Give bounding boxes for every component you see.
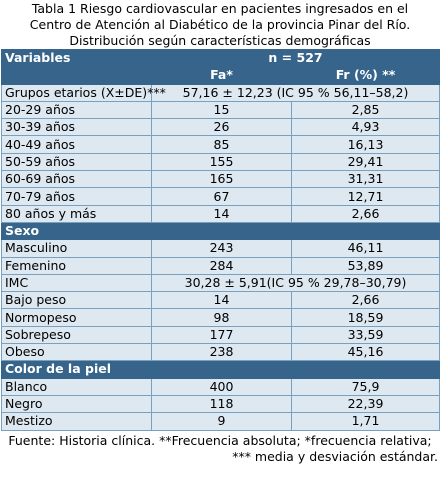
table-row: 20-29 años 15 2,85 <box>1 100 440 120</box>
row-label: Blanco <box>1 377 152 396</box>
row-fa: 9 <box>151 412 292 431</box>
header-blank <box>1 66 152 85</box>
row-fa: 98 <box>151 308 292 327</box>
row-label: Obeso <box>1 343 152 362</box>
row-label: Negro <box>1 394 152 414</box>
row-fr: 53,89 <box>290 256 440 275</box>
row-fr: 22,39 <box>290 394 440 414</box>
table-row: Mestizo 9 1,71 <box>1 412 440 431</box>
header-fa: Fa* <box>151 66 292 85</box>
row-fr: 16,13 <box>290 135 440 154</box>
row-fa: 85 <box>151 135 292 154</box>
table-row: Obeso 238 45,16 <box>1 343 440 362</box>
table-row: 50-59 años 155 29,41 <box>1 152 440 172</box>
row-label: Mestizo <box>1 412 152 431</box>
age-stat: 57,16 ± 12,23 (IC 95 % 56,11–58,2) <box>150 83 440 102</box>
table-footnote: Fuente: Historia clínica. **Frecuencia a… <box>0 433 440 465</box>
row-label: Normopeso <box>1 308 152 327</box>
row-fr: 29,41 <box>290 152 440 172</box>
age-label: Grupos etarios (X±DE)*** <box>1 83 166 102</box>
table-caption: Tabla 1 Riesgo cardiovascular en pacient… <box>0 0 440 49</box>
header-row: Variables n = 527 <box>1 48 440 68</box>
row-fa: 67 <box>151 187 292 206</box>
row-fr: 12,71 <box>290 187 440 206</box>
row-label: Bajo peso <box>1 291 152 310</box>
row-fa: 165 <box>151 170 292 189</box>
footnote-line-1: Fuente: Historia clínica. **Frecuencia a… <box>8 432 432 448</box>
table-row: 40-49 años 85 16,13 <box>1 135 440 154</box>
row-label: 70-79 años <box>1 187 152 206</box>
row-fa: 238 <box>151 343 292 362</box>
row-fa: 14 <box>151 204 292 223</box>
imc-stat-row: IMC 30,28 ± 5,91(IC 95 % 29,78–30,79) <box>1 273 440 293</box>
row-fa: 26 <box>151 118 292 137</box>
row-fr: 2,85 <box>290 100 440 120</box>
row-fr: 2,66 <box>290 204 440 223</box>
table-row: 70-79 años 67 12,71 <box>1 187 440 206</box>
row-label: 20-29 años <box>1 100 152 120</box>
row-fr: 1,71 <box>290 412 440 431</box>
row-label: 80 años y más <box>1 204 152 223</box>
row-fa: 284 <box>151 256 292 275</box>
row-fr: 46,11 <box>290 239 440 258</box>
caption-line-3: Distribución según características demog… <box>69 33 371 48</box>
age-stat-row: Grupos etarios (X±DE)*** 57,16 ± 12,23 (… <box>1 83 440 102</box>
section-sexo: Sexo <box>0 221 440 241</box>
section-color-piel: Color de la piel <box>0 360 440 379</box>
row-fa: 15 <box>151 100 292 120</box>
header-fr: Fr (%) ** <box>290 66 440 85</box>
imc-stat: 30,28 ± 5,91(IC 95 % 29,78–30,79) <box>150 273 440 293</box>
header-variables: Variables <box>1 48 152 68</box>
row-fa: 177 <box>151 325 292 345</box>
row-label: Sobrepeso <box>1 325 152 345</box>
row-fa: 400 <box>151 377 292 396</box>
row-fr: 4,93 <box>290 118 440 137</box>
row-fr: 75,9 <box>290 377 440 396</box>
row-label: 50-59 años <box>1 152 152 172</box>
table-row: Femenino 284 53,89 <box>1 256 440 275</box>
row-fr: 18,59 <box>290 308 440 327</box>
table-row: Bajo peso 14 2,66 <box>1 291 440 310</box>
table-row: 60-69 años 165 31,31 <box>1 170 440 189</box>
row-fa: 118 <box>151 394 292 414</box>
header-row-2: Fa* Fr (%) ** <box>1 66 440 85</box>
footnote-line-2: *** media y desviación estándar. <box>232 448 438 464</box>
table-row: Blanco 400 75,9 <box>1 377 440 396</box>
row-fr: 45,16 <box>290 343 440 362</box>
section-title: Sexo <box>0 221 440 241</box>
row-label: Femenino <box>1 256 152 275</box>
row-fr: 2,66 <box>290 291 440 310</box>
caption-line-1: Tabla 1 Riesgo cardiovascular en pacient… <box>31 1 409 16</box>
table-row: 30-39 años 26 4,93 <box>1 118 440 137</box>
row-fa: 243 <box>151 239 292 258</box>
section-title: Color de la piel <box>0 360 440 379</box>
table-row: Sobrepeso 177 33,59 <box>1 325 440 345</box>
row-label: 40-49 años <box>1 135 152 154</box>
header-n: n = 527 <box>150 48 440 68</box>
table-row: Normopeso 98 18,59 <box>1 308 440 327</box>
demographics-table: Variables n = 527 Fa* Fr (%) ** Grupos e… <box>0 48 440 431</box>
row-label: 30-39 años <box>1 118 152 137</box>
caption-line-2: Centro de Atención al Diabético de la pr… <box>29 17 411 32</box>
row-label: Masculino <box>1 239 152 258</box>
table-row: Negro 118 22,39 <box>1 394 440 414</box>
imc-label: IMC <box>1 273 152 293</box>
row-fr: 33,59 <box>290 325 440 345</box>
table-row: 80 años y más 14 2,66 <box>1 204 440 223</box>
row-label: 60-69 años <box>1 170 152 189</box>
row-fa: 14 <box>151 291 292 310</box>
table-row: Masculino 243 46,11 <box>1 239 440 258</box>
row-fa: 155 <box>151 152 292 172</box>
row-fr: 31,31 <box>290 170 440 189</box>
